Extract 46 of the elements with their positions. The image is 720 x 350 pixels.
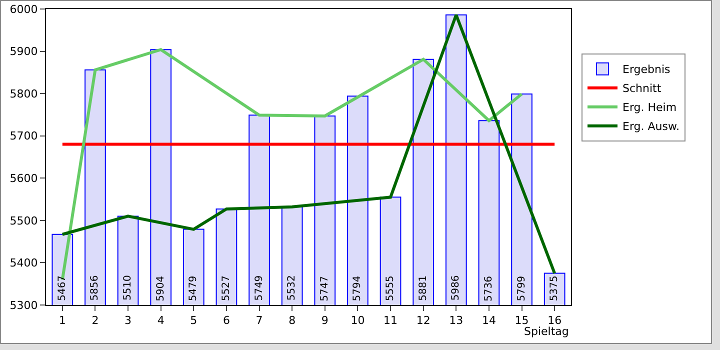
legend-label: Schnitt (622, 82, 662, 96)
data-label: 5749 (254, 275, 265, 301)
x-tick-label: 3 (124, 314, 132, 328)
data-label: 5479 (188, 276, 200, 302)
x-tick-label: 15 (514, 314, 529, 328)
y-tick-label: 5900 (10, 45, 38, 58)
x-tick-label: 1 (58, 314, 66, 328)
x-tick-label: 12 (416, 314, 430, 328)
y-tick-label: 5600 (10, 172, 38, 185)
data-label: 5794 (352, 276, 364, 302)
y-tick-label: 5700 (10, 130, 38, 143)
data-label: 5986 (450, 275, 462, 301)
x-tick-label: 13 (449, 314, 464, 328)
y-tick-label: 5500 (10, 214, 38, 228)
x-tick-label: 7 (256, 314, 263, 328)
x-tick-label: 4 (157, 314, 164, 328)
x-tick-label: 6 (222, 314, 230, 328)
x-tick-label: 2 (92, 314, 99, 328)
x-tick-label: 8 (288, 314, 296, 328)
x-tick-label: 11 (384, 314, 398, 328)
x-tick-label: 5 (190, 314, 198, 328)
y-tick-label: 6000 (10, 2, 38, 16)
data-label: 5467 (56, 275, 68, 301)
line-series (60, 13, 556, 275)
legend-label: Erg. Ausw. (622, 120, 680, 134)
data-label: 5510 (122, 275, 134, 301)
data-label: 5904 (155, 276, 166, 302)
data-label: 5799 (516, 276, 528, 302)
x-tick-label: 10 (350, 314, 365, 328)
data-label: 5736 (483, 276, 494, 302)
x-tick-label: 9 (321, 314, 328, 328)
y-tick-label: 5300 (10, 298, 38, 312)
data-label: 5747 (319, 276, 330, 302)
legend-label: Erg. Heim (622, 101, 677, 114)
data-label: 5532 (286, 275, 298, 301)
data-label: 5856 (90, 275, 101, 301)
x-tick-label: 14 (482, 314, 496, 328)
x-axis-title: Spieltag (524, 325, 569, 338)
data-label: 5555 (385, 276, 396, 302)
legend-label: Ergebnis (622, 63, 671, 76)
data-label: 5375 (549, 276, 560, 302)
y-tick-label: 5400 (10, 256, 38, 270)
data-label: 5527 (220, 276, 232, 301)
y-tick-label: 5800 (10, 87, 38, 100)
x-tick-label: 16 (548, 314, 562, 328)
data-label: 5881 (418, 275, 429, 301)
